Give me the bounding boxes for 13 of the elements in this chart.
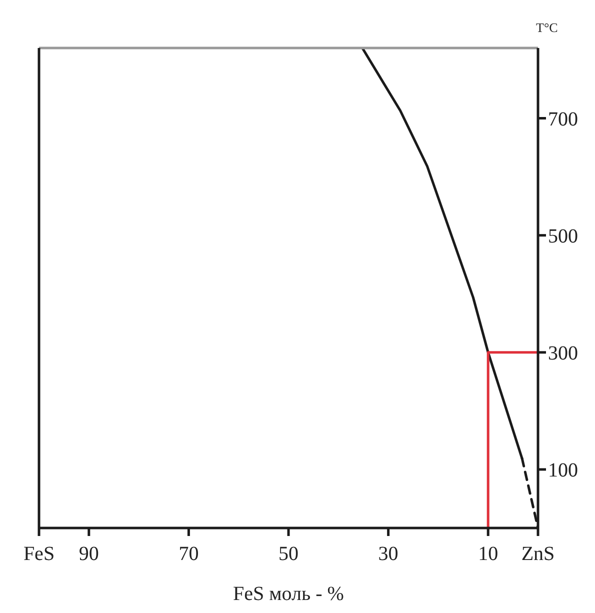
y-tick-label: 700 xyxy=(548,108,578,130)
y-tick-label: 500 xyxy=(548,225,578,248)
x-tick-label: FeS xyxy=(23,543,55,566)
y-axis-title: T°C xyxy=(536,20,558,36)
y-tick-label: 300 xyxy=(548,342,578,364)
x-tick-label: 30 xyxy=(378,543,398,566)
y-tick-label: 100 xyxy=(548,460,578,482)
x-tick-label: 70 xyxy=(178,543,199,566)
x-tick-label: 50 xyxy=(278,543,298,566)
x-tick-label: 10 xyxy=(478,543,498,566)
x-axis-title: FeS моль - % xyxy=(233,583,344,605)
x-tick-label: ZnS xyxy=(521,543,555,566)
x-tick-label: 90 xyxy=(78,543,99,566)
